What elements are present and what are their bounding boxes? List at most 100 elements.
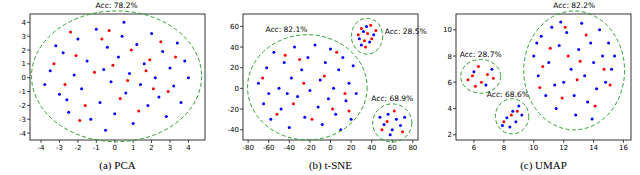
subplot-title: (a) PCA [99, 159, 135, 172]
point [132, 122, 135, 125]
point [567, 55, 570, 58]
point [378, 116, 381, 119]
x-tick [623, 140, 624, 143]
point [502, 120, 505, 123]
point [591, 118, 594, 121]
x-tick-label: -80 [242, 144, 253, 152]
y-tick-label: 4 [448, 105, 453, 113]
point [317, 105, 320, 108]
point [550, 26, 553, 29]
x-tick-label: -4 [38, 144, 46, 152]
point [145, 69, 148, 72]
point [573, 94, 576, 97]
x-tick-label: 8 [502, 144, 506, 152]
point [613, 55, 616, 58]
point [576, 78, 579, 81]
x-tick [412, 140, 413, 143]
point [559, 20, 562, 23]
point [284, 54, 287, 57]
point [520, 114, 523, 117]
point [372, 33, 375, 36]
point [363, 39, 366, 42]
point [370, 37, 373, 40]
y-tick [453, 108, 456, 109]
point [562, 81, 565, 84]
point [510, 114, 513, 117]
point [80, 87, 83, 90]
x-tick [392, 140, 393, 143]
y-tick [240, 109, 243, 110]
point [146, 104, 149, 107]
point [137, 109, 140, 112]
point [341, 56, 344, 59]
y-tick-label: 6 [448, 79, 453, 87]
point [594, 104, 597, 107]
point [139, 83, 142, 86]
x-tick [563, 140, 564, 143]
point [272, 51, 275, 54]
point [393, 110, 396, 113]
y-tick-label: -2 [19, 102, 26, 110]
point [180, 101, 183, 104]
point [267, 92, 270, 95]
y-tick [27, 63, 30, 64]
point [553, 83, 556, 86]
figure: -4-3-2-101234-4-3-2-101234Acc: 78.2%(a) … [0, 0, 640, 175]
point [303, 116, 306, 119]
point [541, 65, 544, 68]
point [472, 70, 475, 73]
point [386, 120, 389, 123]
point [327, 97, 330, 100]
point [257, 82, 260, 85]
point [598, 28, 601, 31]
point [547, 61, 550, 64]
points [43, 21, 190, 132]
x-tick-label: 1 [131, 144, 135, 152]
point [517, 104, 520, 107]
point [73, 73, 76, 76]
point [357, 33, 360, 36]
point [314, 43, 317, 46]
y-tick [453, 82, 456, 83]
accuracy-label: Acc: 68.6% [487, 90, 529, 99]
point [535, 41, 538, 44]
point [86, 60, 89, 63]
point [290, 77, 293, 80]
cluster-outline [351, 18, 382, 54]
x-tick [473, 140, 474, 143]
point [128, 72, 131, 75]
y-tick [27, 105, 30, 106]
accuracy-label: Acc: 28.7% [460, 50, 502, 59]
point [466, 78, 469, 81]
point [169, 67, 172, 70]
point [511, 110, 514, 113]
point [176, 42, 179, 45]
point [380, 128, 383, 131]
point [286, 92, 289, 95]
point [278, 87, 281, 90]
subplot-title: (c) UMAP [520, 159, 567, 172]
point [610, 68, 613, 71]
y-tick [240, 88, 243, 89]
point [477, 65, 480, 68]
y-tick-label: 0 [235, 85, 239, 93]
point [122, 21, 125, 24]
point [69, 31, 72, 34]
point [298, 58, 301, 61]
cluster-outline [461, 60, 501, 94]
y-tick-label: -1 [19, 88, 26, 96]
y-tick-label: 40 [230, 44, 239, 52]
point [549, 47, 552, 50]
point [586, 100, 589, 103]
point [583, 74, 586, 77]
x-tick [77, 140, 78, 143]
point [296, 95, 299, 98]
point [362, 30, 365, 33]
y-tick-label: 4 [22, 19, 27, 27]
point [391, 128, 394, 131]
point [293, 46, 296, 49]
point [321, 123, 324, 126]
y-tick [27, 133, 30, 134]
point [89, 118, 92, 121]
y-tick-label: -4 [19, 130, 27, 138]
